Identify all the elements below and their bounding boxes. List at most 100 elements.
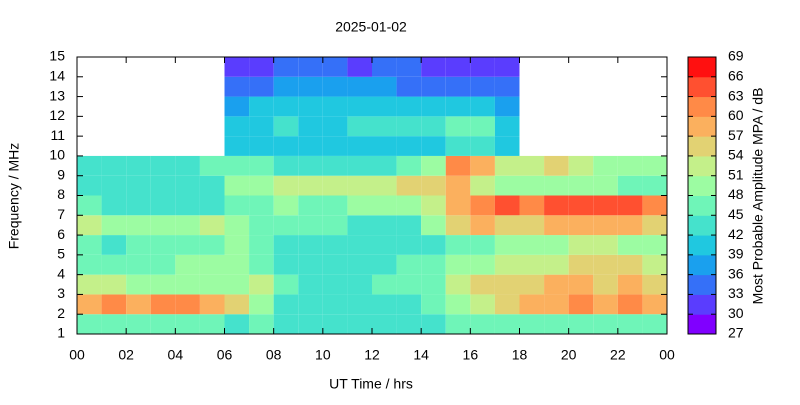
heat-cell	[617, 254, 643, 275]
heat-cell	[273, 294, 299, 315]
y-tick-label: 14	[49, 67, 65, 83]
heat-cell	[273, 57, 299, 77]
colorbar-segment	[688, 195, 716, 216]
heat-cell	[421, 254, 446, 275]
heat-cell	[126, 215, 151, 236]
heat-cell	[224, 57, 250, 77]
heat-cell	[322, 274, 348, 295]
heat-cell	[77, 155, 102, 176]
x-axis-label: UT Time / hrs	[329, 376, 413, 392]
heat-cell	[372, 155, 397, 176]
heat-cell	[593, 195, 618, 216]
heat-cell	[470, 235, 495, 255]
heat-cell	[347, 96, 372, 117]
heat-cell	[101, 235, 127, 255]
heat-cell	[642, 294, 667, 315]
heat-cell	[347, 116, 372, 137]
colorbar-segment	[688, 175, 716, 196]
heat-cell	[347, 274, 372, 295]
heat-cell	[445, 215, 471, 236]
heat-cell	[199, 235, 225, 255]
heat-cell	[77, 215, 102, 236]
heat-cell	[470, 57, 495, 77]
heat-cell	[224, 235, 250, 255]
heat-cell	[298, 235, 323, 255]
heat-cell	[101, 314, 127, 334]
y-tick-label: 10	[49, 147, 65, 163]
heat-cell	[273, 175, 299, 196]
heat-cell	[199, 274, 225, 295]
heat-cell	[421, 57, 446, 77]
colorbar-label: Most Probable Amplitude MPA / dB	[750, 88, 766, 305]
heat-cell	[175, 235, 200, 255]
heat-cell	[544, 235, 569, 255]
heat-cell	[273, 136, 299, 156]
heat-cell	[396, 136, 422, 156]
heat-cell	[470, 215, 495, 236]
colorbar-segment	[688, 294, 716, 315]
heat-cell	[372, 294, 397, 315]
heat-cell	[617, 274, 643, 295]
heat-cell	[249, 76, 274, 97]
heat-cell	[396, 254, 422, 275]
heat-cell	[396, 235, 422, 255]
heat-cell	[593, 294, 618, 315]
heat-cell	[544, 215, 569, 236]
x-tick-label: 10	[315, 347, 331, 363]
y-axis-label: Frequency / MHz	[6, 143, 22, 250]
heat-cell	[372, 235, 397, 255]
heat-cell	[101, 195, 127, 216]
heat-cell	[175, 254, 200, 275]
heat-cell	[519, 235, 545, 255]
heat-cell	[224, 274, 250, 295]
colorbar-segment	[688, 254, 716, 276]
x-tick-label: 00	[659, 347, 675, 363]
heat-cell	[249, 195, 274, 216]
heat-cell	[372, 254, 397, 275]
heat-cell	[396, 57, 422, 77]
heat-cell	[347, 294, 372, 315]
heat-cell	[273, 254, 299, 275]
y-tick-label: 13	[49, 87, 65, 103]
heat-cell	[322, 294, 348, 315]
heat-cell	[298, 116, 323, 137]
heat-cell	[322, 254, 348, 275]
heat-cell	[494, 294, 520, 315]
heat-cell	[126, 274, 151, 295]
colorbar-tick-label: 33	[728, 285, 744, 301]
heat-cell	[470, 195, 495, 216]
heat-cell	[175, 195, 200, 216]
heat-cell	[642, 215, 667, 236]
heat-cell	[249, 274, 274, 295]
heat-cell	[347, 57, 372, 77]
heat-cell	[396, 294, 422, 315]
heat-cell	[470, 314, 495, 334]
heat-cell	[249, 175, 274, 196]
heat-cell	[642, 175, 667, 196]
heat-cell	[224, 215, 250, 236]
heat-cell	[273, 274, 299, 295]
heat-cell	[642, 195, 667, 216]
heat-cell	[322, 116, 348, 137]
heat-cell	[593, 215, 618, 236]
y-tick-label: 3	[57, 285, 65, 301]
heat-cell	[372, 314, 397, 334]
x-tick-label: 18	[512, 347, 528, 363]
heat-cell	[617, 314, 643, 334]
heat-cell	[199, 254, 225, 275]
heat-cell	[77, 235, 102, 255]
heat-cell	[445, 76, 471, 97]
heat-cell	[593, 155, 618, 176]
heat-cell	[396, 215, 422, 236]
heat-cell	[372, 175, 397, 196]
heat-cell	[101, 254, 127, 275]
colorbar-tick-label: 39	[728, 246, 744, 262]
heat-cell	[298, 195, 323, 216]
heat-cell	[421, 76, 446, 97]
heat-cell	[249, 254, 274, 275]
heat-cell	[298, 96, 323, 117]
heat-cell	[322, 175, 348, 196]
heat-cell	[593, 254, 618, 275]
heat-cell	[101, 215, 127, 236]
heat-cell	[347, 155, 372, 176]
